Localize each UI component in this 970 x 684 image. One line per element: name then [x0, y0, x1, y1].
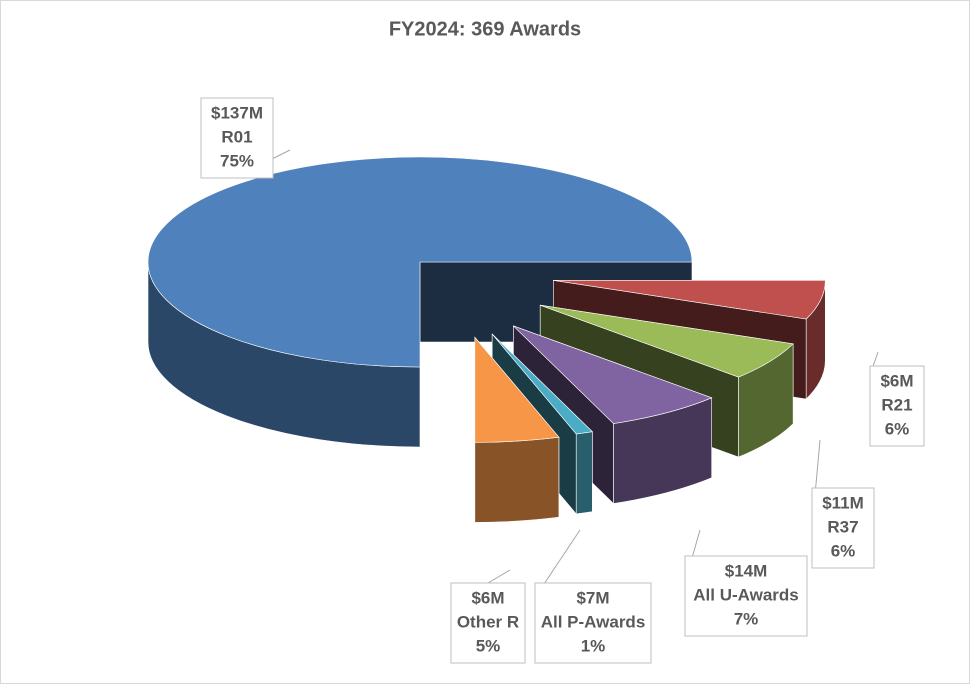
amount-label: $6M [471, 588, 504, 607]
label-box [811, 487, 875, 569]
slice [513, 325, 713, 424]
category-label: Other R [457, 612, 519, 631]
leader-line [539, 529, 581, 591]
category-label: All U-Awards [693, 585, 799, 604]
category-label: All P-Awards [541, 612, 646, 631]
value-label: 75% [220, 151, 254, 170]
amount-label: $7M [576, 588, 609, 607]
chart-title: FY2024: 369 Awards [389, 18, 581, 40]
slice [474, 336, 560, 443]
label-box [869, 365, 925, 447]
label-box [534, 582, 652, 664]
data-labels: $137M R01 75% $6M R21 6% $11M R37 6% $14M All U-Aw… [200, 97, 925, 664]
amount-label: $137M [211, 103, 263, 122]
category-label: R01 [221, 127, 252, 146]
slice [553, 280, 826, 320]
category-label: R21 [881, 395, 912, 414]
value-label: 6% [831, 541, 856, 560]
slice-side [474, 436, 560, 523]
value-label: 5% [476, 636, 501, 655]
value-label: 1% [581, 636, 606, 655]
slice-side [575, 431, 593, 515]
amount-label: $11M [822, 493, 864, 512]
pie [147, 156, 826, 523]
value-label: 7% [734, 609, 759, 628]
amount-label: $6M [880, 371, 913, 390]
slice [491, 333, 593, 435]
label-box [200, 97, 274, 179]
slice [147, 156, 693, 368]
leader-line [814, 439, 821, 496]
leader-line [487, 569, 511, 584]
label-box [684, 555, 808, 637]
value-label: 6% [885, 419, 910, 438]
label-box [450, 582, 526, 664]
slice [540, 304, 794, 378]
amount-label: $14M [725, 561, 768, 580]
category-label: R37 [827, 517, 858, 536]
